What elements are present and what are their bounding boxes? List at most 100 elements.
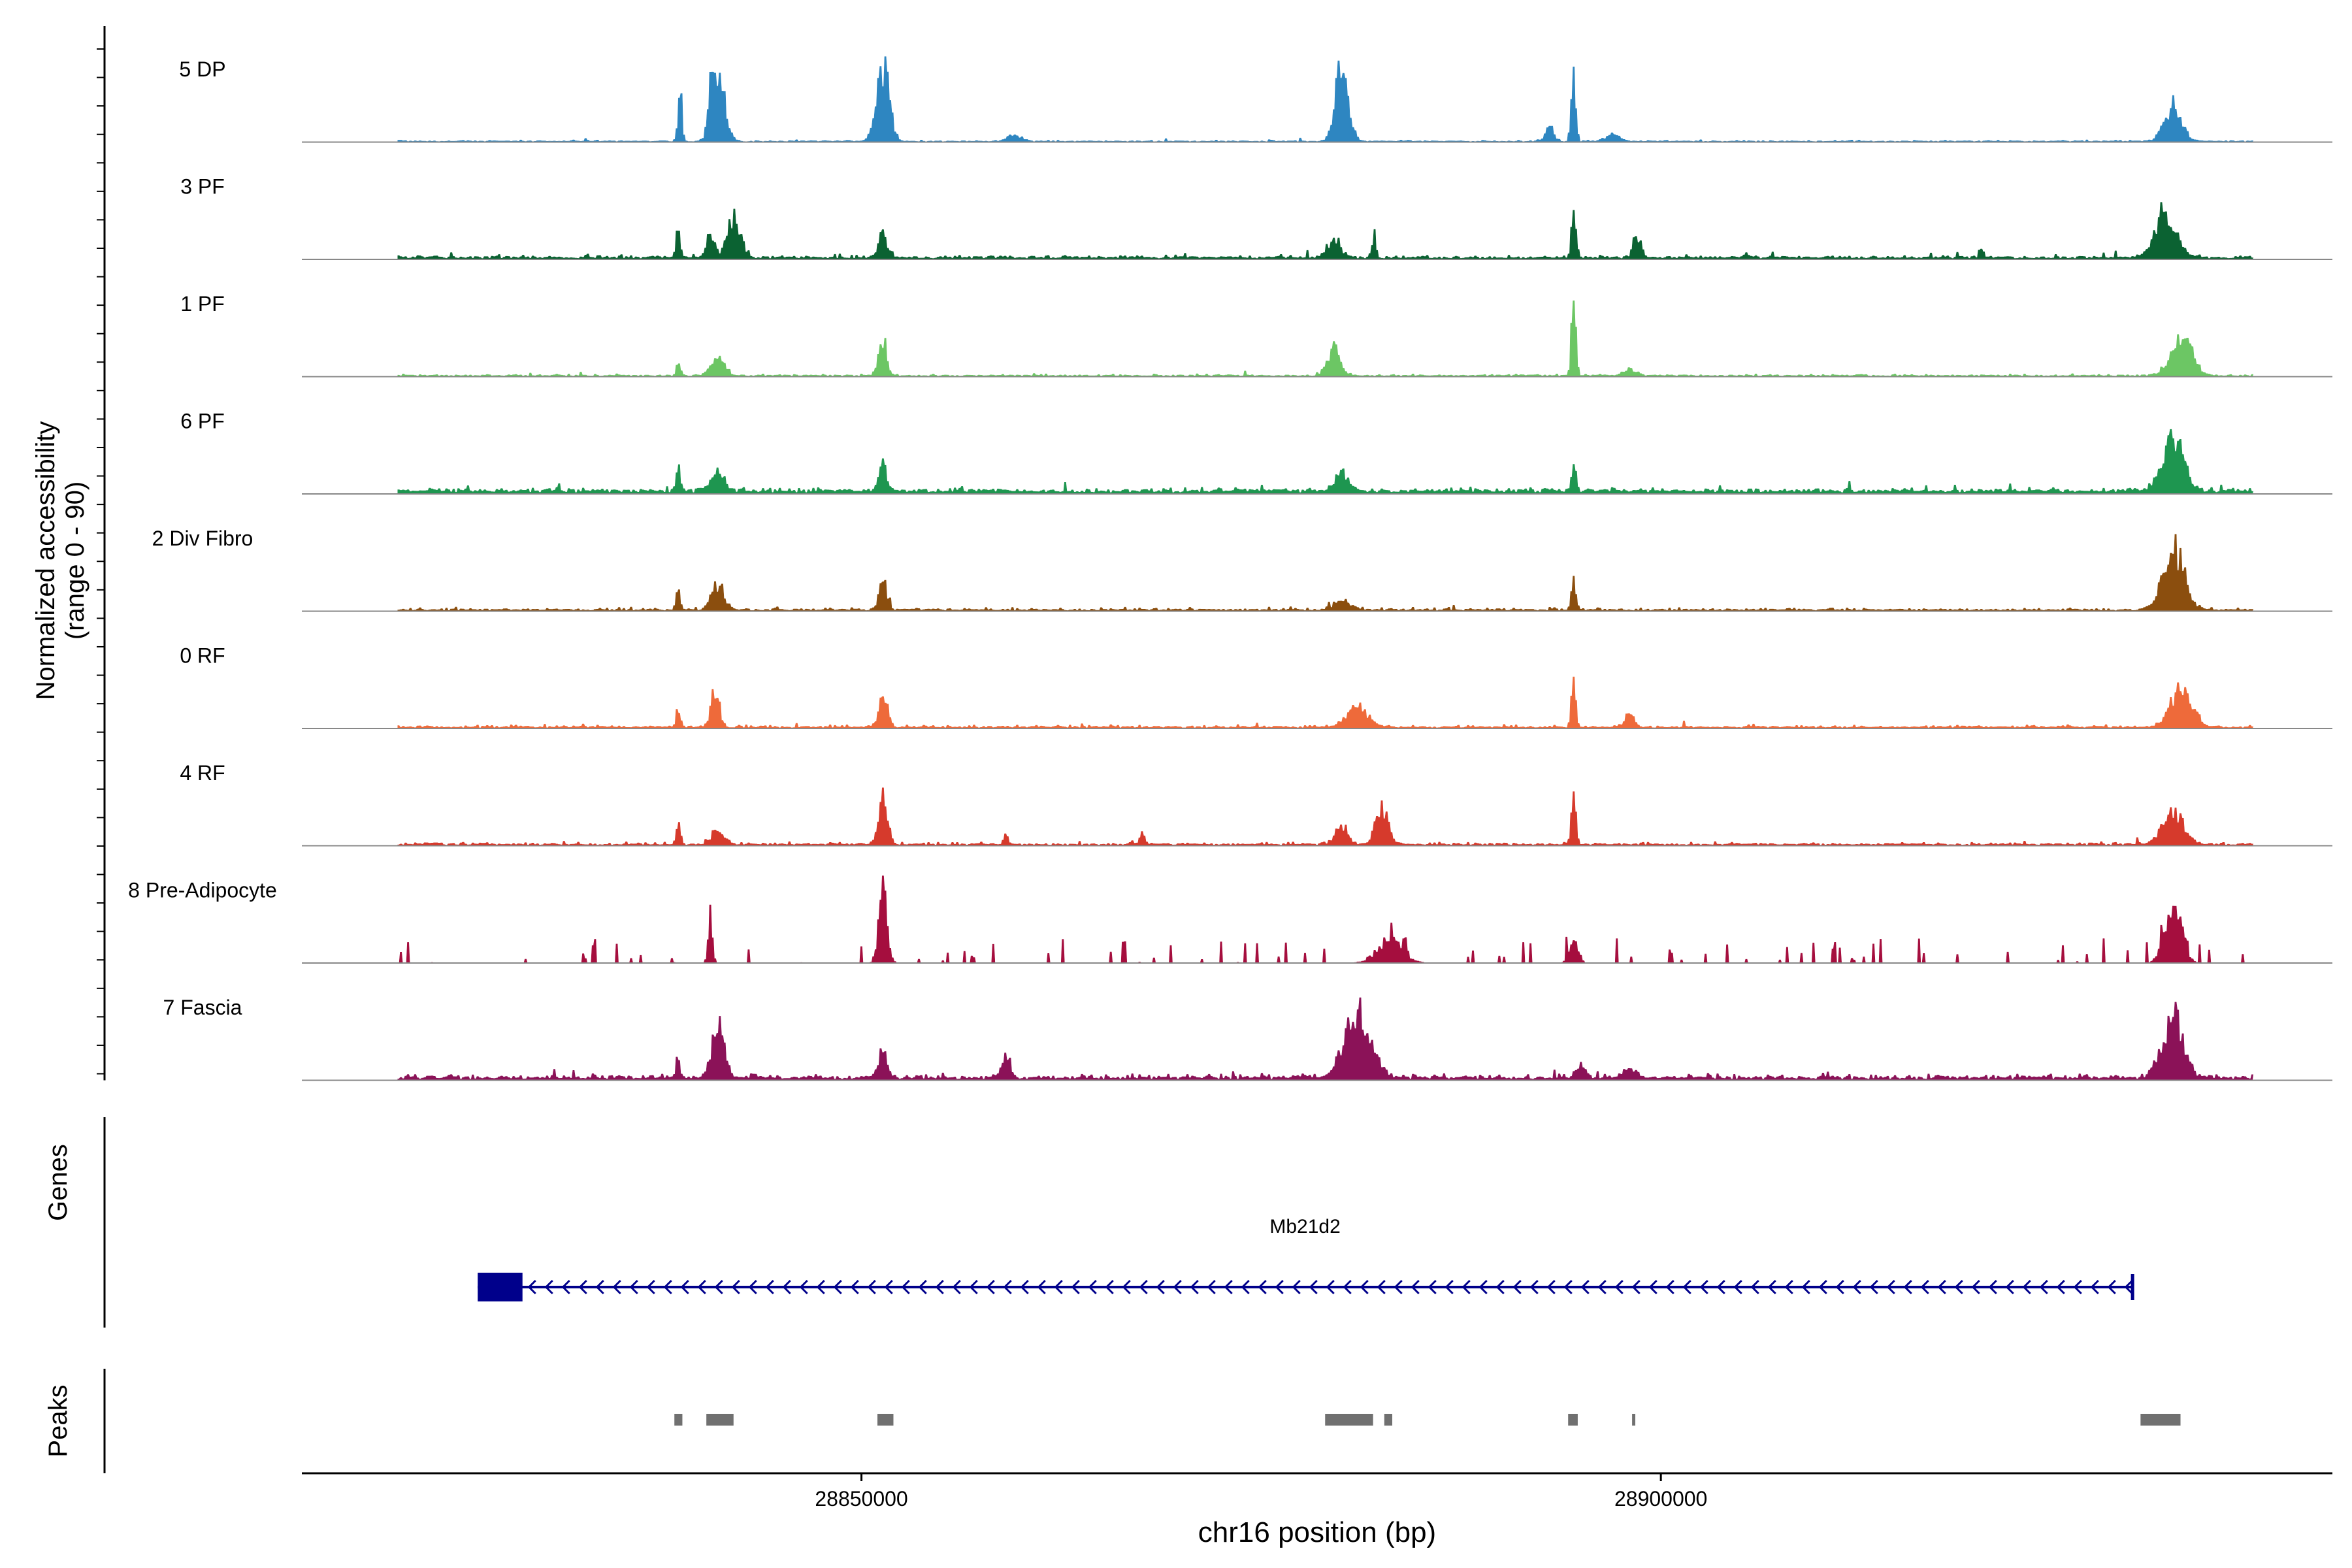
x-axis: chr16 position (bp) 28850000 28900000 [302, 1472, 2332, 1548]
gene-strand-chevron [1462, 1279, 1471, 1295]
gene-strand-chevron [1512, 1279, 1522, 1295]
gene-strand-chevron [1529, 1279, 1539, 1295]
gene-strand-chevron [2005, 1279, 2014, 1295]
gene-strand-chevron [527, 1279, 536, 1295]
gene-strand-chevron [1801, 1279, 1810, 1295]
gene-strand-chevron [1546, 1279, 1556, 1295]
gene-strand-chevron [1122, 1279, 1131, 1295]
gene-strand-chevron [1003, 1279, 1012, 1295]
peak-region [706, 1414, 734, 1426]
coverage-signal [397, 56, 2254, 142]
gene-strand-chevron [2107, 1279, 2116, 1295]
gene-strand-chevron [1139, 1279, 1148, 1295]
gene-strand-chevron [544, 1279, 553, 1295]
gene-strand-chevron [1445, 1279, 1454, 1295]
gene-strand-chevron [663, 1279, 672, 1295]
track-6-pf: 6 PF [180, 409, 2332, 495]
gene-strand-chevron [1903, 1279, 1912, 1295]
gene-strand-chevron [578, 1279, 587, 1295]
gene-strand-chevron [1377, 1279, 1386, 1295]
track-8-pre-adipocyte: 8 Pre-Adipocyte [128, 875, 2332, 964]
coverage-tracks: 5 DP 3 PF 1 PF 6 PF 2 Div Fibro 0 RF 4 RF 8 Pre… [97, 26, 2332, 1081]
coverage-signal [397, 787, 2254, 846]
gene-strand-chevron [2090, 1279, 2099, 1295]
peaks-panel: Peaks [44, 1369, 2181, 1473]
gene-strand-chevron [2039, 1279, 2048, 1295]
gene-strand-chevron [918, 1279, 927, 1295]
peak-region [674, 1414, 683, 1426]
gene-strand-chevron [1020, 1279, 1029, 1295]
gene-strand-chevron [1241, 1279, 1250, 1295]
gene-strand-chevron [782, 1279, 791, 1295]
gene-strand-chevron [731, 1279, 740, 1295]
gene-strand-chevron [952, 1279, 961, 1295]
gene-strand-chevron [1478, 1279, 1488, 1295]
gene-strand-chevron [1309, 1279, 1318, 1295]
coverage-signal [397, 676, 2254, 729]
gene-strand-chevron [1682, 1279, 1691, 1295]
y-axis-label-line2: (range 0 - 90) [61, 482, 90, 640]
gene-strand-chevron [1326, 1279, 1335, 1295]
peak-region [877, 1414, 894, 1426]
peak-region [1325, 1414, 1373, 1426]
gene-strand-chevron [1767, 1279, 1776, 1295]
coverage-signal [397, 875, 2253, 964]
gene-strand-chevron [935, 1279, 944, 1295]
track-3-pf: 3 PF [180, 174, 2332, 260]
track-label: 1 PF [180, 292, 225, 316]
gene-strand-chevron [1988, 1279, 1997, 1295]
gene-strand-chevron [1173, 1279, 1182, 1295]
gene-strand-chevron [2073, 1279, 2082, 1295]
gene-strand-chevron [1597, 1279, 1607, 1295]
genes-axis-label: Genes [44, 1144, 73, 1221]
gene-strand-chevron [1665, 1279, 1674, 1295]
track-label: 5 DP [179, 57, 225, 81]
gene-strand-chevron [901, 1279, 910, 1295]
gene-strand-chevron [2022, 1279, 2031, 1295]
gene-strand-chevron [1292, 1279, 1301, 1295]
coverage-signal [397, 534, 2254, 612]
x-tick-label: 28900000 [1614, 1487, 1707, 1511]
gene-strand-chevron [1869, 1279, 1878, 1295]
gene-strand-chevron [1631, 1279, 1641, 1295]
coverage-signal [397, 997, 2253, 1081]
track-label: 8 Pre-Adipocyte [128, 878, 277, 902]
peaks-axis-label: Peaks [44, 1384, 73, 1457]
y-axis-title: Normalized accessibility (range 0 - 90) [31, 421, 90, 700]
track-label: 4 RF [180, 761, 225, 785]
gene-strand-chevron [1411, 1279, 1420, 1295]
gene-strand-chevron [1750, 1279, 1759, 1295]
gene-strand-chevron [1716, 1279, 1725, 1295]
gene-strand-chevron [1733, 1279, 1742, 1295]
gene-strand-chevron [1818, 1279, 1827, 1295]
gene-strand-chevron [629, 1279, 638, 1295]
gene-strand-chevron [612, 1279, 621, 1295]
gene-strand-chevron [1360, 1279, 1369, 1295]
x-tick-label: 28850000 [815, 1487, 907, 1511]
coverage-signal [397, 301, 2254, 377]
gene-strand-chevron [561, 1279, 570, 1295]
gene-strand-chevron [850, 1279, 859, 1295]
gene-strand-chevron [1835, 1279, 1844, 1295]
gene-name-label: Mb21d2 [1269, 1216, 1340, 1237]
gene-strand-chevron [1224, 1279, 1233, 1295]
gene-strand-chevron [2124, 1279, 2133, 1295]
gene-strand-chevron [1054, 1279, 1063, 1295]
gene-strand-chevron [1343, 1279, 1352, 1295]
gene-strand-chevron [1037, 1279, 1046, 1295]
gene-strand-chevron [799, 1279, 808, 1295]
gene-strand-chevron [1580, 1279, 1590, 1295]
coverage-signal [397, 202, 2254, 260]
gene-strand-chevron [714, 1279, 723, 1295]
gene-strand-chevron [1886, 1279, 1895, 1295]
gene-strand-chevron [1428, 1279, 1437, 1295]
track-7-fascia: 7 Fascia [163, 996, 2332, 1081]
gene-strand-chevron [1258, 1279, 1267, 1295]
x-axis-label: chr16 position (bp) [1198, 1516, 1436, 1548]
gene-strand-chevron [1275, 1279, 1284, 1295]
gene-strand-chevron [1071, 1279, 1080, 1295]
track-label: 2 Div Fibro [152, 527, 253, 550]
peak-region [1632, 1414, 1636, 1426]
gene-strand-chevron [1105, 1279, 1114, 1295]
gene-strand-chevron [1394, 1279, 1403, 1295]
